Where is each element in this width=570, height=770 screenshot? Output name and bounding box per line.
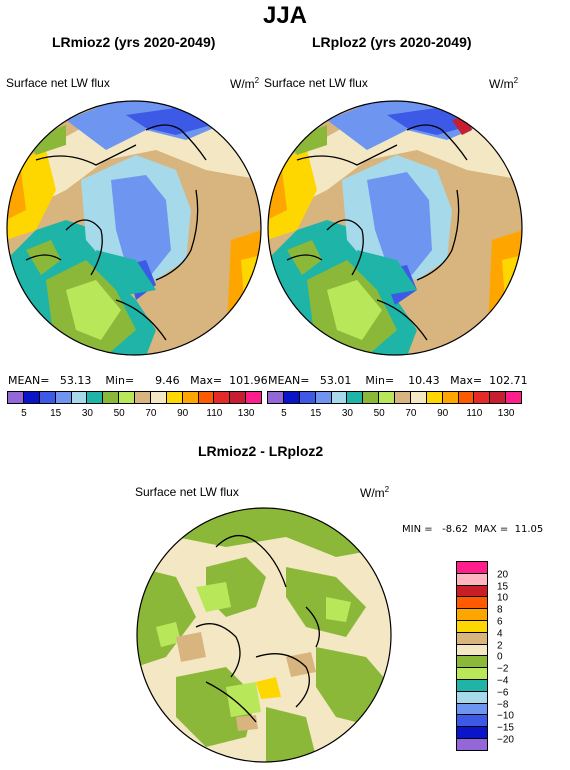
colorbar-swatch (267, 391, 284, 404)
diff-colorbar-tick-label: −2 (497, 663, 509, 675)
colorbar-swatch (197, 391, 215, 404)
colorbar-swatch (505, 391, 522, 404)
diff-colorbar-tick-label: 15 (497, 581, 509, 593)
diff-colorbar-tick-label: −4 (497, 675, 509, 687)
colorbar-tick-label: 30 (341, 408, 353, 419)
colorbar-swatch (425, 391, 443, 404)
colorbar-swatch (314, 391, 332, 404)
colorbar-swatch (22, 391, 40, 404)
right-panel-subtitle: Surface net LW flux (264, 76, 368, 90)
diff-colorbar-tick-label: −8 (497, 699, 509, 711)
colorbar-swatch (181, 391, 199, 404)
diff-colorbar-tick-label: 0 (497, 651, 503, 663)
colorbar-tick-label: 90 (177, 408, 189, 419)
colorbar-swatch (70, 391, 88, 404)
colorbar-swatch (38, 391, 56, 404)
colorbar-swatch (118, 391, 135, 404)
colorbar-swatch (86, 391, 104, 404)
right-stats: MEAN= 53.01 Min= 10.43 Max= 102.71 (268, 374, 528, 387)
colorbar-swatch (441, 391, 459, 404)
colorbar-tick-label: 15 (50, 408, 62, 419)
colorbar-swatch (394, 391, 411, 404)
colorbar-swatch (362, 391, 380, 404)
colorbar-tick-label: 5 (281, 408, 287, 419)
diff-colorbar-tick-label: −15 (497, 722, 514, 734)
colorbar-swatch (229, 391, 247, 404)
colorbar-tick-label: 5 (21, 408, 27, 419)
left-polar-map (6, 100, 262, 356)
left-stats: MEAN= 53.13 Min= 9.46 Max= 101.96 (8, 374, 268, 387)
diff-colorbar-tick-label: 6 (497, 616, 503, 628)
colorbar-tick-label: 50 (113, 408, 125, 419)
main-title: JJA (262, 2, 308, 29)
diff-colorbar-tick-label: 10 (497, 592, 509, 604)
colorbar-swatch (149, 391, 167, 404)
diff-polar-map (136, 507, 392, 763)
left-colorbar (7, 391, 262, 404)
colorbar-swatch (54, 391, 72, 404)
colorbar-swatch (378, 391, 395, 404)
diff-colorbar-tick-label: −20 (497, 734, 514, 746)
diff-panel-subtitle: Surface net LW flux (135, 485, 239, 499)
colorbar-swatch (134, 391, 151, 404)
colorbar-tick-label: 30 (81, 408, 93, 419)
diff-colorbar-tick-label: 20 (497, 569, 509, 581)
colorbar-swatch (7, 391, 24, 404)
colorbar-tick-label: 70 (145, 408, 157, 419)
colorbar-tick-label: 130 (237, 408, 255, 419)
colorbar-swatch (102, 391, 120, 404)
colorbar-swatch (473, 391, 491, 404)
colorbar-tick-label: 110 (206, 408, 223, 419)
colorbar-swatch (409, 391, 427, 404)
colorbar-swatch (346, 391, 364, 404)
left-panel-subtitle: Surface net LW flux (6, 76, 110, 90)
colorbar-swatch (298, 391, 316, 404)
colorbar-swatch (457, 391, 475, 404)
colorbar-tick-label: 50 (373, 408, 385, 419)
colorbar-swatch (165, 391, 183, 404)
colorbar-swatch (282, 391, 300, 404)
right-panel-units: W/m2 (489, 76, 519, 91)
diff-minmax: MIN = -8.62 MAX = 11.05 (402, 524, 544, 535)
diff-colorbar-tick-label: 8 (497, 604, 503, 616)
colorbar-swatch (489, 391, 507, 404)
colorbar-tick-label: 15 (310, 408, 322, 419)
diff-colorbar-tick-label: −10 (497, 710, 514, 722)
right-polar-map (267, 100, 523, 356)
colorbar-swatch (245, 391, 262, 404)
colorbar-tick-label: 110 (466, 408, 483, 419)
colorbar-swatch (213, 391, 231, 404)
colorbar-tick-label: 90 (437, 408, 449, 419)
colorbar-swatch (330, 391, 348, 404)
right-colorbar (267, 391, 522, 404)
diff-colorbar-tick-label: −6 (497, 687, 509, 699)
diff-colorbar-swatch (456, 737, 488, 751)
right-panel-title: LRploz2 (yrs 2020-2049) (312, 34, 472, 50)
diff-colorbar (456, 561, 488, 751)
left-panel-title: LRmioz2 (yrs 2020-2049) (52, 34, 216, 50)
diff-colorbar-tick-label: 4 (497, 628, 503, 640)
diff-colorbar-tick-label: 2 (497, 640, 503, 652)
colorbar-tick-label: 130 (497, 408, 515, 419)
colorbar-tick-label: 70 (405, 408, 417, 419)
left-panel-units: W/m2 (230, 76, 260, 91)
diff-panel-units: W/m2 (360, 485, 390, 500)
diff-panel-title: LRmioz2 - LRploz2 (198, 443, 324, 459)
